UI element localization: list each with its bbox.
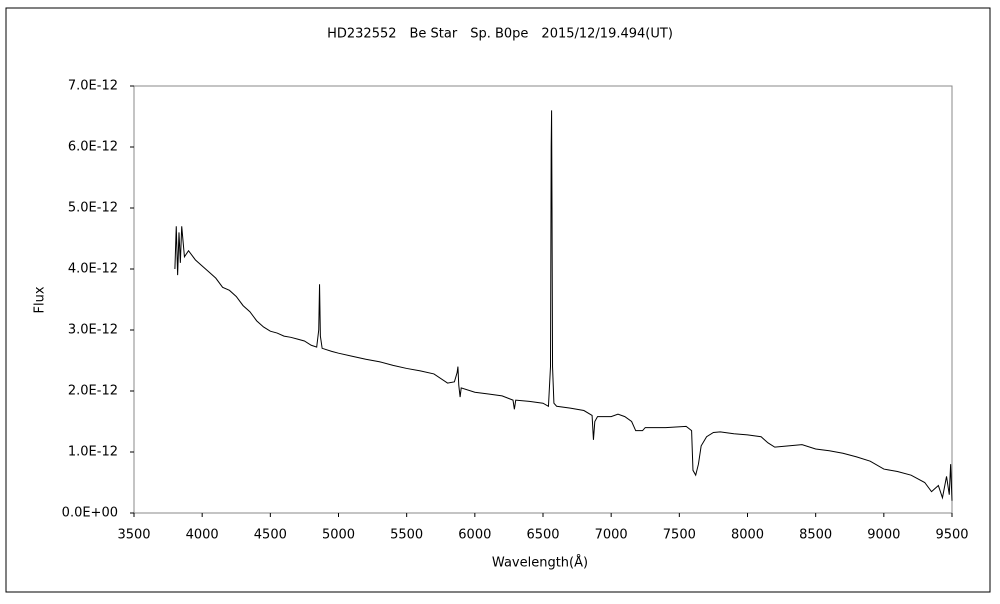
y-tick-label: 7.0E-12 xyxy=(68,79,118,94)
x-tick-label: 3500 xyxy=(117,528,150,543)
x-tick-label: 7000 xyxy=(595,528,628,543)
x-axis-label: Wavelength(Å) xyxy=(492,555,588,571)
x-tick-label: 6500 xyxy=(526,528,559,543)
spectrum-line xyxy=(174,110,953,501)
chart-title: HD232552 Be Star Sp. B0pe 2015/12/19.494… xyxy=(327,27,673,42)
y-axis-label: Flux xyxy=(33,286,48,313)
y-tick-label: 4.0E-12 xyxy=(68,262,118,277)
y-tick-label: 5.0E-12 xyxy=(68,201,118,216)
y-tick-label: 3.0E-12 xyxy=(68,323,118,338)
y-tick-label: 1.0E-12 xyxy=(68,445,118,460)
frame xyxy=(5,7,991,593)
y-tick-label: 0.0E+00 xyxy=(62,506,118,521)
x-tick-label: 6000 xyxy=(458,528,491,543)
y-tick-label: 6.0E-12 xyxy=(68,140,118,155)
x-tick-label: 7500 xyxy=(663,528,696,543)
y-tick-label: 2.0E-12 xyxy=(68,384,118,399)
x-tick-label: 8000 xyxy=(731,528,764,543)
x-tick-label: 4500 xyxy=(254,528,287,543)
x-tick-label: 8500 xyxy=(799,528,832,543)
x-tick-label: 4000 xyxy=(186,528,219,543)
x-tick-label: 9000 xyxy=(867,528,900,543)
x-tick-label: 5500 xyxy=(390,528,423,543)
x-tick-label: 5000 xyxy=(322,528,355,543)
x-tick-label: 9500 xyxy=(935,528,968,543)
